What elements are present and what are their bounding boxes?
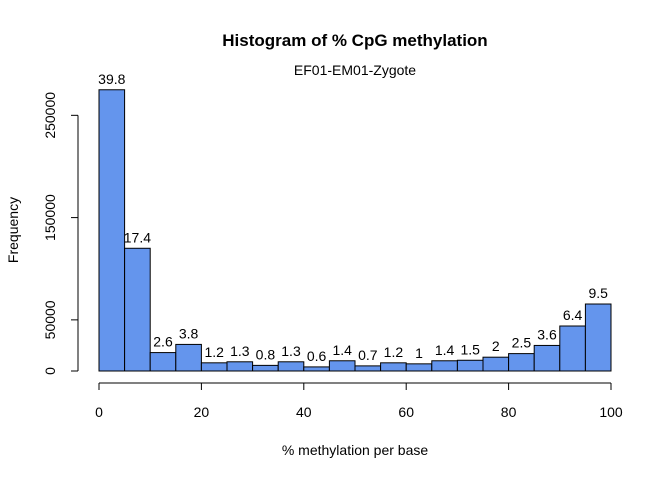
histogram-bar — [303, 366, 330, 372]
bars-group — [98, 89, 612, 372]
histogram-bar — [226, 361, 254, 372]
bar-value-label: 1.3 — [230, 343, 250, 359]
y-tick-label: 250000 — [42, 92, 58, 139]
x-tick-label: 100 — [599, 404, 623, 420]
bar-value-label: 0.7 — [358, 347, 378, 363]
chart-title: Histogram of % CpG methylation — [222, 31, 487, 50]
histogram-bar — [354, 365, 382, 372]
bar-value-label: 9.5 — [588, 285, 608, 301]
y-tick-label: 150000 — [42, 194, 58, 241]
histogram-bar — [200, 362, 228, 372]
histogram-bar — [533, 344, 561, 372]
histogram-bar — [482, 356, 510, 372]
bar-value-label: 2.6 — [153, 334, 173, 350]
histogram-bar — [149, 352, 177, 372]
bar-value-label: 39.8 — [98, 71, 125, 87]
histogram-bar — [277, 361, 305, 372]
bar-value-label: 1.2 — [204, 344, 224, 360]
histogram-bar — [584, 303, 612, 372]
data-labels-group: 39.817.42.63.81.2 1.3 0.8 1.3 0.6 1.4 0.7 1.2 1 1… — [98, 71, 608, 364]
x-tick-label: 60 — [398, 404, 414, 420]
x-tick-label: 20 — [194, 404, 210, 420]
y-tick-label: 0 — [42, 367, 58, 375]
y-axis: 0 50000 150000 250000 — [42, 92, 79, 375]
histogram-bar — [252, 364, 279, 372]
histogram-bar — [559, 325, 586, 372]
histogram-bar — [380, 362, 407, 372]
x-tick-label: 0 — [95, 404, 103, 420]
histogram-bar — [98, 89, 126, 372]
x-tick-label: 80 — [501, 404, 517, 420]
bar-value-label: 1.3 — [281, 343, 301, 359]
y-tick-label: 50000 — [42, 300, 58, 339]
histogram-bar — [124, 247, 151, 372]
histogram-bar — [405, 363, 433, 372]
x-tick-label: 40 — [296, 404, 312, 420]
histogram-bar — [508, 353, 535, 372]
bar-value-label: 0.6 — [307, 348, 327, 364]
bar-value-label: 6.4 — [563, 307, 583, 323]
bar-value-label: 1 — [415, 345, 423, 361]
bar-value-label: 17.4 — [124, 229, 151, 245]
histogram-bar — [431, 360, 458, 372]
bar-value-label: 3.6 — [537, 326, 557, 342]
bar-value-label: 1.4 — [332, 342, 352, 358]
chart-subtitle: EF01-EM01-Zygote — [294, 62, 416, 78]
bar-value-label: 0.8 — [256, 346, 276, 362]
y-axis-label: Frequency — [5, 197, 21, 263]
bar-value-label: 2.5 — [512, 335, 532, 351]
bar-value-label: 1.2 — [384, 344, 404, 360]
bar-value-label: 3.8 — [179, 325, 199, 341]
x-axis: 0 20 40 60 80 100 — [95, 382, 623, 420]
bar-value-label: 1.5 — [460, 341, 480, 357]
x-axis-label: % methylation per base — [282, 442, 429, 458]
histogram-bar — [456, 359, 484, 372]
histogram-bar — [175, 343, 202, 372]
bar-value-label: 1.4 — [435, 342, 455, 358]
bar-value-label: 2 — [492, 338, 500, 354]
histogram-bar — [328, 360, 356, 372]
